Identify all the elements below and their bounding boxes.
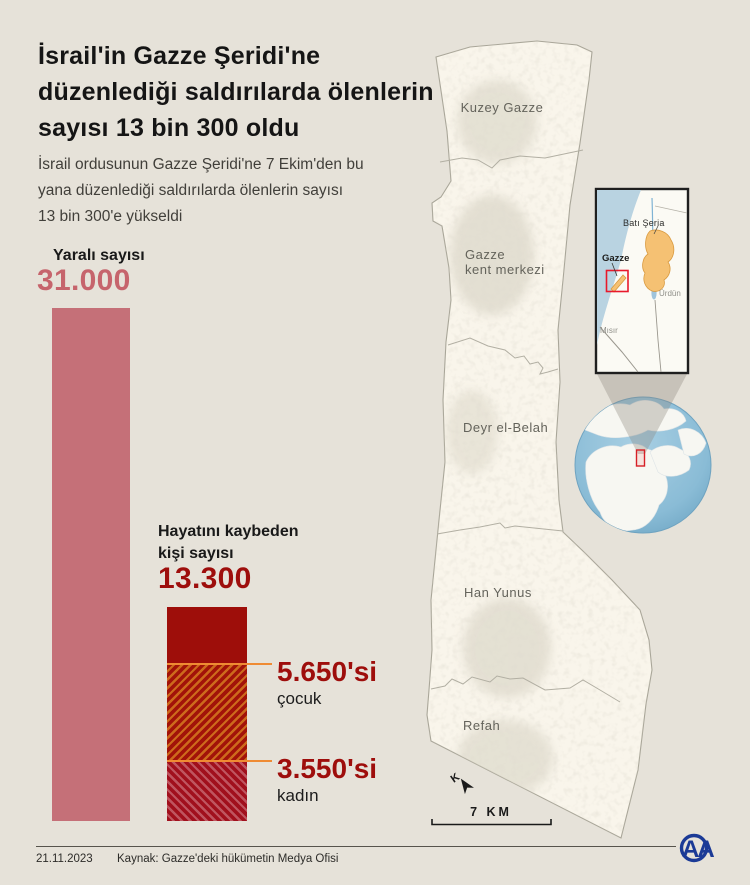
north-arrow: K	[449, 771, 474, 795]
west-bank-pointer-line	[653, 225, 659, 235]
injured-label: Yaralı sayısı	[53, 247, 145, 264]
children-label: çocuk	[277, 689, 322, 708]
map-label-han-yunus: Han Yunus	[464, 585, 532, 600]
aa-logo: AA	[679, 833, 716, 863]
inset-sea	[597, 190, 641, 345]
deaths-label-line-2: kişi sayısı	[158, 545, 234, 562]
north-arrow-glyph	[460, 778, 474, 795]
inset-red-box	[605, 269, 629, 293]
subtitle-line-2: yana düzenlediği saldırılarda ölenlerin …	[38, 182, 344, 199]
map-label-kuzey-gazze: Kuzey Gazze	[461, 100, 544, 115]
globe-land-arabia	[649, 445, 691, 477]
deaths-bar	[167, 607, 247, 821]
women-value: 3.550'si	[277, 753, 378, 784]
west-bank-shape	[642, 229, 675, 292]
gaza-map-graphic: Kuzey Gazze Gazze kent merkezi Deyr el-B…	[426, 40, 712, 839]
children-callout-line	[167, 663, 272, 665]
scale-bar: 7 KM	[431, 805, 552, 826]
map-label-gazze-line2: kent merkezi	[465, 262, 545, 277]
inset-border-jordan	[654, 299, 662, 373]
globe-land-africa	[585, 443, 668, 531]
footer-source: Kaynak: Gazze'deki hükümetin Medya Ofisi	[117, 853, 339, 865]
subtitle: İsrail ordusunun Gazze Şeridi'ne 7 Ekim'…	[38, 152, 418, 230]
title-line-2: düzenlediği saldırılarda ölenlerin	[38, 78, 434, 106]
district-border-refah	[430, 675, 621, 703]
subtitle-line-3: 13 bin 300'e yükseldi	[38, 208, 183, 225]
children-value: 5.650'si	[277, 656, 378, 687]
globe-marker	[635, 449, 646, 467]
district-border-north	[439, 149, 584, 169]
page-title: İsrail'in Gazze Şeridi'ne düzenlediği sa…	[38, 38, 448, 146]
inset-label-urdun: Ürdün	[659, 289, 681, 298]
gazze-pointer-line	[611, 262, 618, 277]
footer-divider	[36, 846, 676, 847]
inset-label-bati-seria: Batı Şeria	[623, 218, 665, 228]
globe	[574, 396, 712, 534]
district-border-deyr	[436, 522, 564, 535]
map-label-refah: Refah	[463, 718, 500, 733]
deaths-segment-children	[167, 665, 247, 762]
scale-bar-line	[431, 819, 552, 826]
map-label-deyr-el-belah: Deyr el-Belah	[463, 420, 548, 435]
inset-border-egypt	[599, 326, 639, 373]
title-line-1: İsrail'in Gazze Şeridi'ne	[38, 42, 321, 70]
aa-logo-text: AA	[682, 836, 714, 863]
compass-label: K	[449, 771, 462, 785]
injured-value: 31.000	[37, 264, 131, 297]
aa-logo-circle	[679, 833, 709, 863]
deaths-label-line-1: Hayatını kaybeden	[158, 523, 299, 540]
inset-label-misir: Mısır	[600, 326, 618, 335]
globe-land-asia	[677, 428, 707, 457]
inset-label-gazze: Gazze	[602, 253, 629, 264]
deaths-value: 13.300	[158, 562, 252, 595]
deaths-segment-women	[167, 762, 247, 821]
subtitle-line-1: İsrail ordusunun Gazze Şeridi'ne 7 Ekim'…	[38, 156, 364, 173]
inset-border-north	[654, 205, 688, 214]
locator-funnel	[597, 374, 687, 454]
footer-date: 21.11.2023	[36, 853, 93, 865]
women-callout-line	[167, 760, 272, 762]
injured-bar	[52, 308, 130, 821]
title-line-3: sayısı 13 bin 300 oldu	[38, 114, 300, 142]
district-border-gazze	[447, 337, 559, 375]
deaths-segment-other	[167, 607, 247, 665]
scale-label: 7 KM	[470, 805, 512, 819]
inset-map: Batı Şeria Gazze Ürdün Mısır	[594, 187, 690, 375]
women-label: kadın	[277, 786, 319, 805]
globe-land-europe	[584, 400, 687, 439]
map-label-gazze-line1: Gazze	[465, 247, 505, 262]
